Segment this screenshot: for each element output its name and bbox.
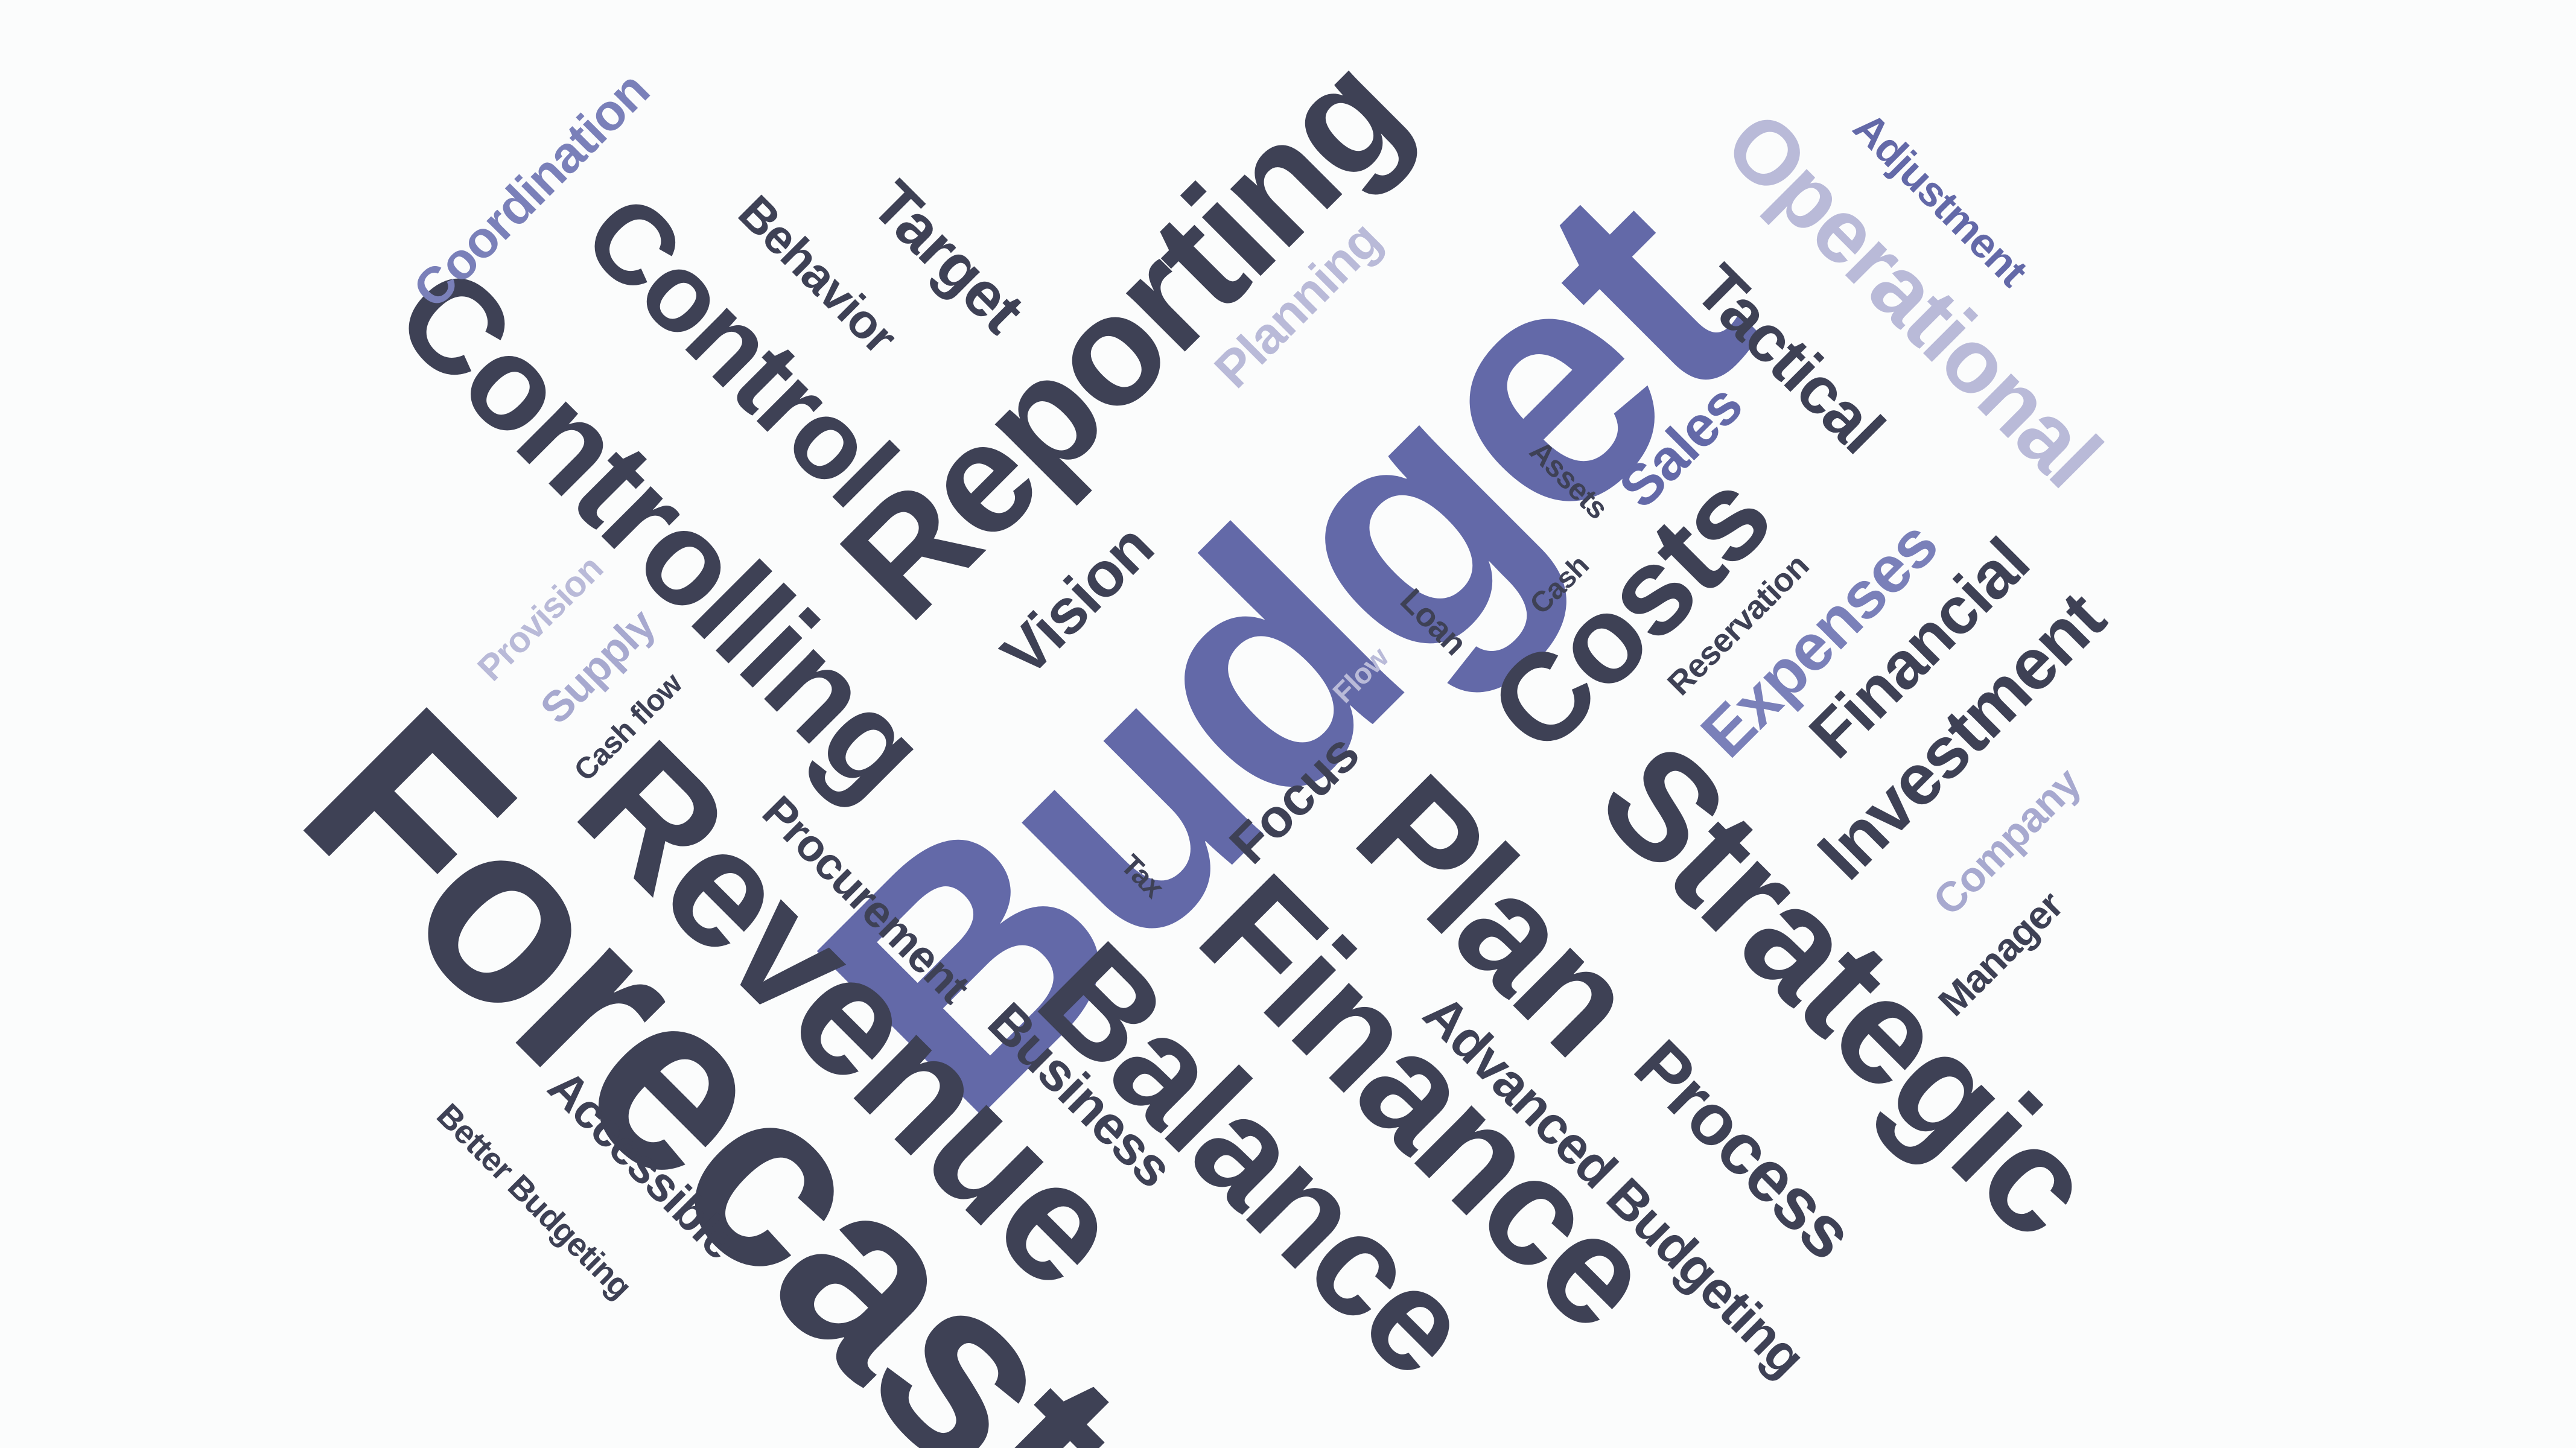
word-cloud: Budget Forecast Revenue Strategic Reporting F… bbox=[253, 24, 2125, 1448]
